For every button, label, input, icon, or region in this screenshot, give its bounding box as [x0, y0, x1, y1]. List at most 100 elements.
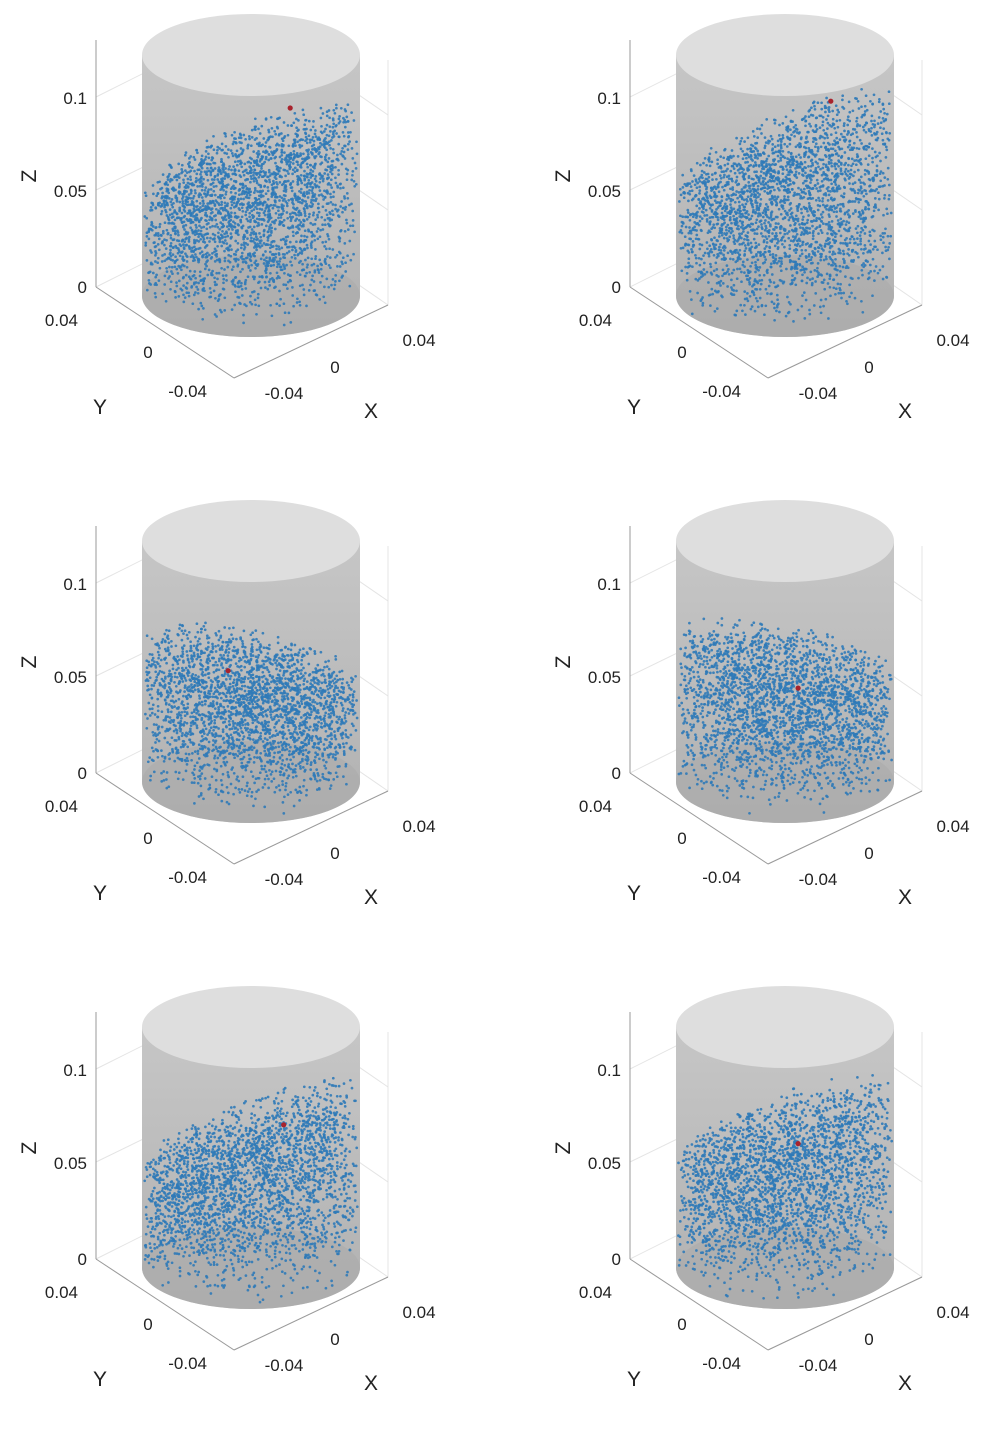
particle-point [258, 214, 261, 217]
particle-point [742, 157, 745, 160]
particle-point [346, 178, 349, 181]
particle-point [346, 222, 349, 225]
z-axis-label: Z [18, 169, 41, 182]
particle-point [274, 162, 277, 165]
particle-point [230, 178, 233, 181]
particle-point [778, 134, 781, 137]
particle-point [156, 181, 159, 184]
particle-point [814, 280, 817, 283]
particle-point [801, 173, 804, 176]
particle-point [748, 247, 751, 250]
particle-point [234, 276, 237, 279]
particle-point [182, 243, 185, 246]
particle-point [244, 138, 247, 141]
particle-point [187, 178, 190, 181]
particle-point [340, 150, 343, 153]
particle-point [760, 223, 763, 226]
particle-point [326, 161, 329, 164]
particle-point [149, 283, 152, 286]
particle-point [795, 248, 798, 251]
particle-point [279, 257, 282, 260]
particle-point [221, 241, 224, 244]
particle-point [877, 122, 880, 125]
particle-point [857, 169, 860, 172]
particle-point [334, 274, 337, 277]
particle-point [840, 210, 843, 213]
particle-point [688, 265, 691, 268]
particle-point [847, 115, 850, 118]
particle-point [306, 266, 309, 269]
particle-point [267, 190, 270, 193]
particle-point [191, 302, 194, 305]
particle-point [211, 169, 214, 172]
particle-point [833, 123, 836, 126]
particle-point [888, 90, 891, 93]
particle-point [854, 251, 857, 254]
particle-point [734, 201, 737, 204]
particle-point [871, 161, 874, 164]
particle-point [817, 101, 820, 104]
particle-point [174, 227, 177, 230]
particle-point [202, 280, 205, 283]
particle-point [296, 161, 299, 164]
particle-point [857, 201, 860, 204]
particle-point [776, 304, 779, 307]
particle-point [879, 110, 882, 113]
particle-point [759, 203, 762, 206]
particle-point [167, 178, 170, 181]
particle-point [706, 214, 709, 217]
particle-point [722, 269, 725, 272]
particle-point [834, 235, 837, 238]
particle-point [254, 117, 257, 120]
particle-point [734, 211, 737, 214]
particle-point [824, 298, 827, 301]
particle-point [313, 271, 316, 274]
particle-point [738, 191, 741, 194]
particle-point [158, 248, 161, 251]
particle-point [284, 240, 287, 243]
particle-point [830, 159, 833, 162]
particle-point [816, 179, 819, 182]
particle-point [184, 296, 187, 299]
particle-point [856, 153, 859, 156]
particle-point [820, 213, 823, 216]
particle-point [693, 174, 696, 177]
particle-point [809, 181, 812, 184]
particle-point [762, 212, 765, 215]
particle-point [709, 223, 712, 226]
particle-point [240, 243, 243, 246]
particle-point [332, 152, 335, 155]
particle-point [262, 235, 265, 238]
particle-point [811, 162, 814, 165]
particle-point [857, 256, 860, 259]
z-tick-label: 0.05 [54, 182, 87, 201]
x-tick-label: -0.04 [265, 384, 304, 403]
particle-point [782, 137, 785, 140]
particle-point [189, 178, 192, 181]
particle-point [697, 270, 700, 273]
particle-point [765, 163, 768, 166]
particle-point [178, 176, 181, 179]
particle-point [306, 236, 309, 239]
particle-point [230, 149, 233, 152]
particle-point [771, 273, 774, 276]
particle-point [877, 191, 880, 194]
particle-point [242, 314, 245, 317]
particle-point [821, 216, 824, 219]
particle-point [329, 212, 332, 215]
particle-point [722, 282, 725, 285]
particle-point [819, 189, 822, 192]
particle-point [824, 177, 827, 180]
particle-point [207, 207, 210, 210]
particle-point [807, 197, 810, 200]
particle-point [263, 230, 266, 233]
particle-point [165, 300, 168, 303]
particle-point [172, 202, 175, 205]
particle-point [810, 174, 813, 177]
particle-point [805, 260, 808, 263]
particle-point [291, 286, 294, 289]
particle-point [175, 281, 178, 284]
particle-point [798, 153, 801, 156]
particle-point [879, 160, 882, 163]
particle-point [763, 256, 766, 259]
